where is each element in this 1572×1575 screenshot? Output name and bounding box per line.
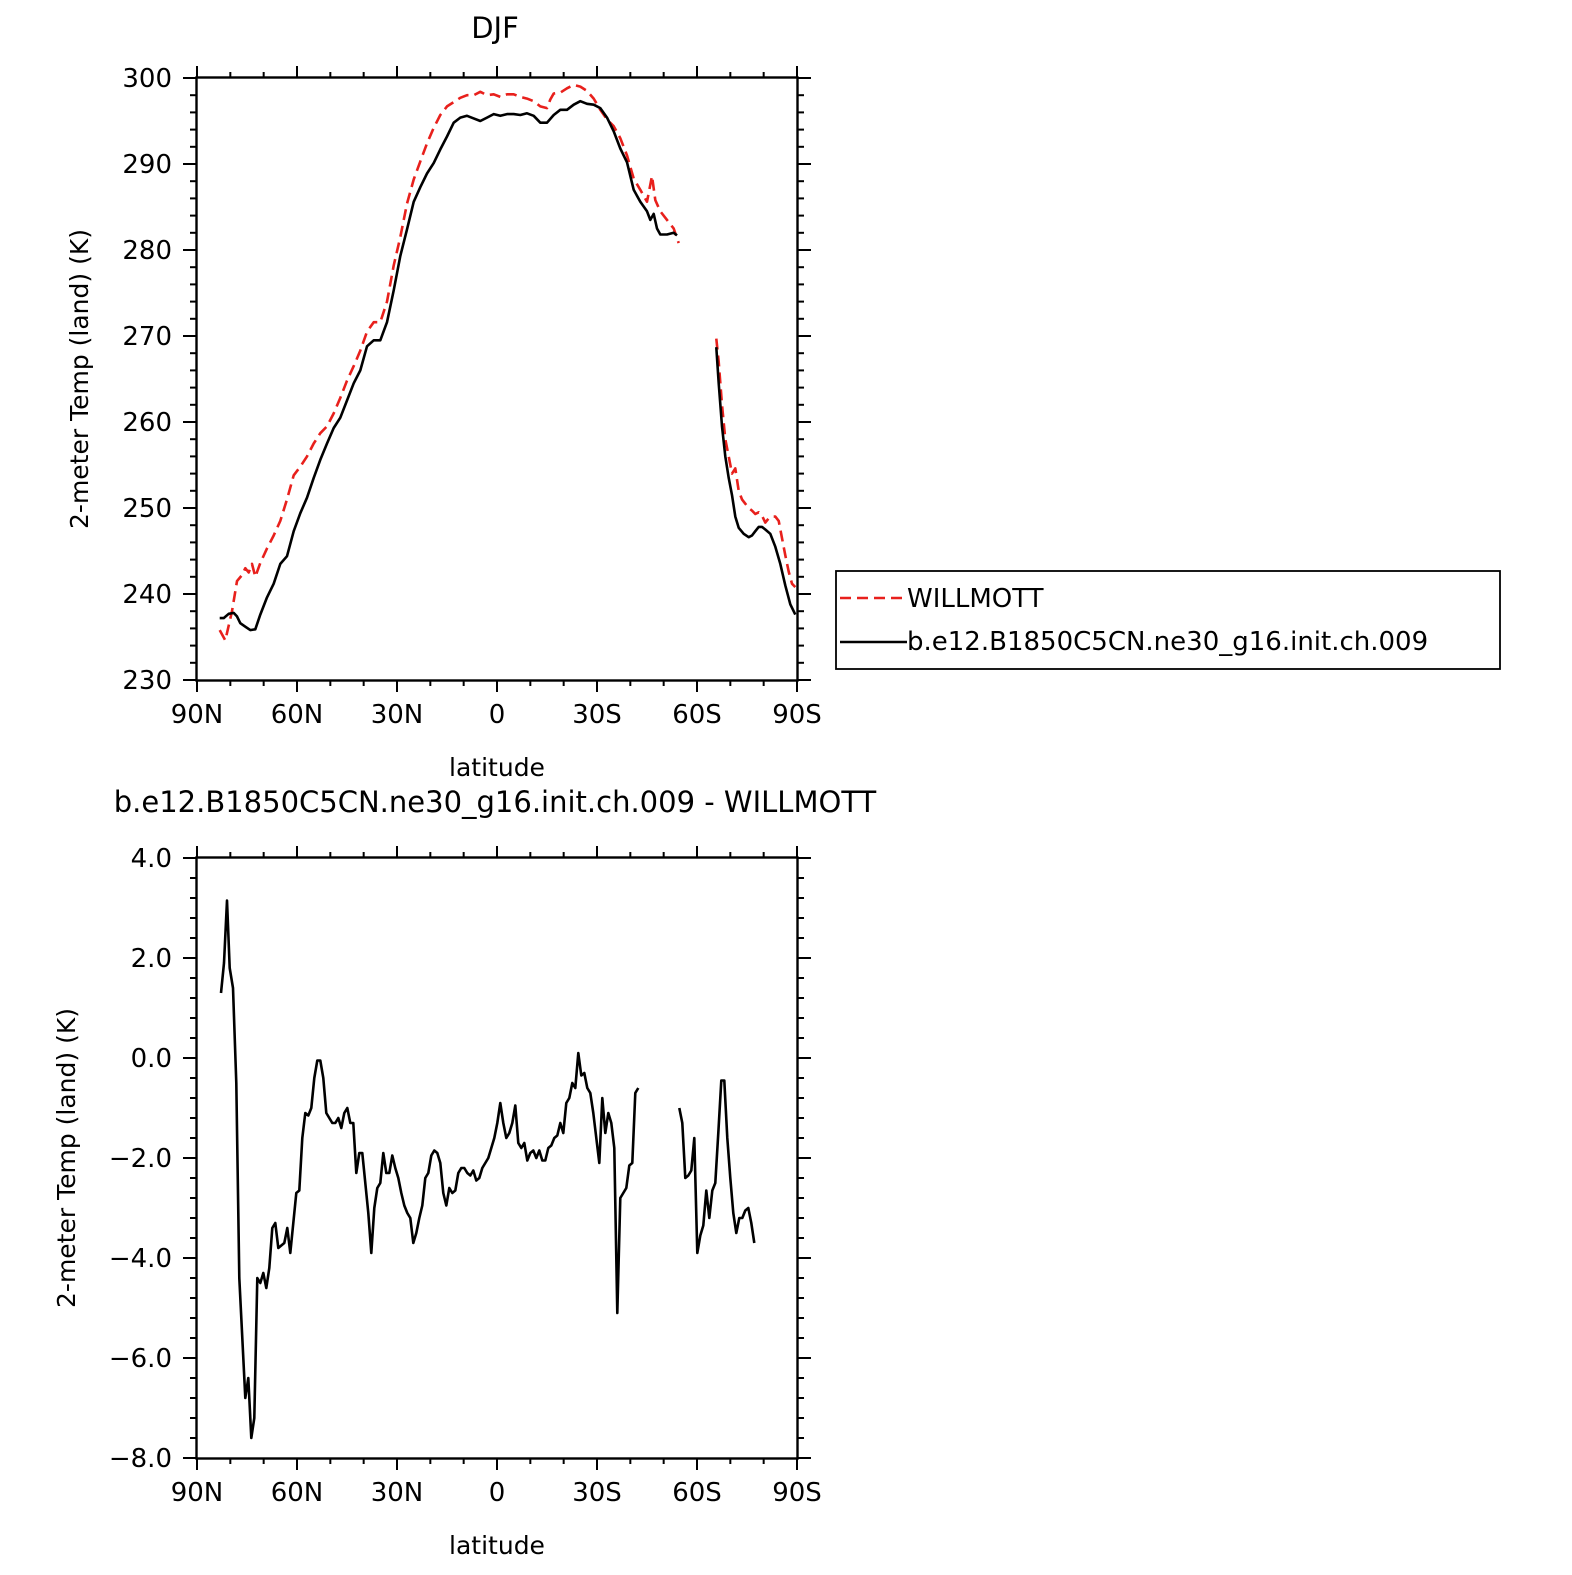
bottom-series-layer (219, 899, 756, 1440)
bottom-x-axis-label: latitude (449, 1531, 545, 1560)
top-y-axis-label: 2-meter Temp (land) (K) (65, 229, 94, 529)
bottom-xtick-label-0: 90N (171, 1478, 224, 1508)
bottom-xtick-label-4: 30S (572, 1478, 622, 1508)
legend-box (835, 570, 1501, 670)
bottom-xtick-label-1: 60N (271, 1478, 324, 1508)
bottom-chart-title: b.e12.B1850C5CN.ne30_g16.init.ch.009 - W… (114, 785, 877, 819)
bottom-ytick-label-3: −2.0 (109, 1144, 172, 1174)
top-ytick-label-1: 240 (122, 580, 172, 610)
bottom-series-0-segment-0 (219, 899, 640, 1440)
top-ytick-label-4: 270 (122, 322, 172, 352)
bottom-ytick-label-4: 0.0 (131, 1044, 172, 1074)
bottom-plot-frame (195, 856, 799, 1460)
top-series-layer (218, 83, 797, 642)
top-ytick-label-0: 230 (122, 666, 172, 696)
bottom-ytick-label-0: −8.0 (109, 1444, 172, 1474)
bottom-xtick-label-6: 90S (772, 1478, 822, 1508)
top-xtick-label-6: 90S (772, 700, 822, 730)
bottom-ytick-label-5: 2.0 (131, 944, 172, 974)
legend-label-willmott: WILLMOTT (907, 584, 1044, 614)
top-xtick-label-4: 30S (572, 700, 622, 730)
bottom-y-axis-label: 2-meter Temp (land) (K) (52, 1008, 81, 1308)
legend-label-model: b.e12.B1850C5CN.ne30_g16.init.ch.009 (907, 627, 1428, 657)
top-series-1-segment-1 (715, 347, 797, 616)
top-xtick-label-3: 0 (489, 700, 506, 730)
top-ytick-label-3: 260 (122, 408, 172, 438)
top-xtick-label-1: 60N (271, 700, 324, 730)
top-ytick-label-2: 250 (122, 494, 172, 524)
top-ytick-label-7: 300 (122, 64, 172, 94)
top-xtick-label-0: 90N (171, 700, 224, 730)
top-ytick-label-6: 290 (122, 150, 172, 180)
bottom-series-0-segment-1 (678, 1079, 756, 1255)
top-ytick-label-5: 280 (122, 236, 172, 266)
panel-bottom: b.e12.B1850C5CN.ne30_g16.init.ch.009 - W… (52, 785, 877, 1560)
top-series-1-segment-0 (219, 99, 678, 632)
top-plot-frame (195, 76, 799, 682)
bottom-xtick-label-3: 0 (489, 1478, 506, 1508)
legend: WILLMOTT b.e12.B1850C5CN.ne30_g16.init.c… (835, 570, 1501, 670)
top-xtick-label-5: 60S (672, 700, 722, 730)
bottom-xtick-label-5: 60S (672, 1478, 722, 1508)
panel-top: DJF 90N 60N 30N 0 30S 60S 90S 230 240 250 260 270 28… (65, 11, 822, 782)
top-series-0-segment-0 (218, 83, 680, 642)
bottom-ytick-label-1: −6.0 (109, 1344, 172, 1374)
bottom-ytick-label-2: −4.0 (109, 1244, 172, 1274)
top-chart-title: DJF (471, 11, 519, 45)
top-xtick-label-2: 30N (371, 700, 424, 730)
bottom-xtick-label-2: 30N (371, 1478, 424, 1508)
top-series-0-segment-1 (715, 338, 797, 589)
top-x-axis-label: latitude (449, 753, 545, 782)
bottom-ytick-label-6: 4.0 (131, 844, 172, 874)
